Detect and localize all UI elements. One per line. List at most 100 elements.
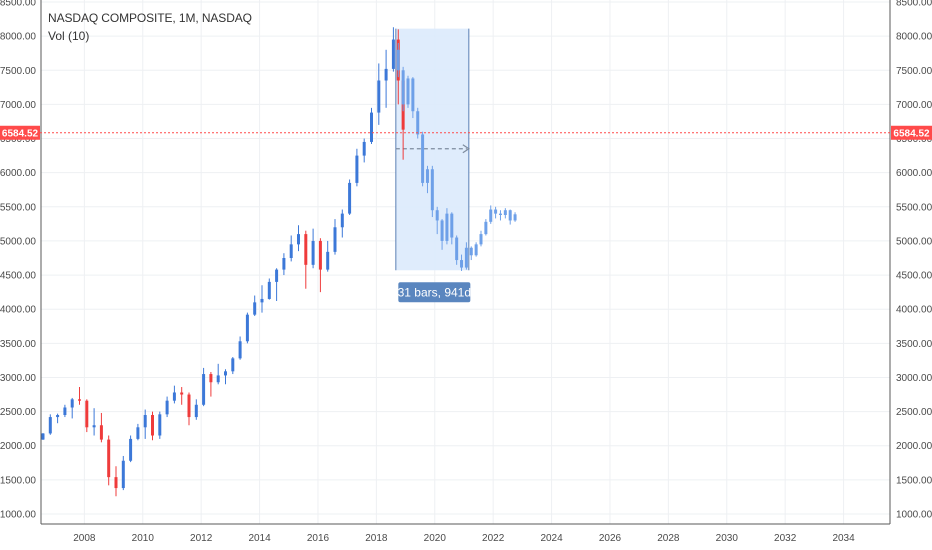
y-tick-label-right: 2000.00 [896,441,932,452]
price-candle [56,413,60,424]
projection-candle [464,242,468,270]
projection-candle [416,107,420,139]
price-candle [63,404,67,418]
price-candle [99,412,103,443]
projection-candle [474,242,478,257]
price-candle [70,397,74,419]
projection-candle [508,209,512,225]
price-candle [333,219,337,255]
y-tick-label-left: 4500.00 [0,271,36,282]
price-candle [165,396,169,418]
price-candle [260,285,264,313]
price-candle [202,367,206,407]
price-candle [362,138,366,163]
y-tick-label-left: 7500.00 [0,66,36,77]
price-candle [114,466,118,497]
y-tick-label-right: 6000.00 [896,168,932,179]
projection-candle [503,208,507,219]
price-candle [180,387,184,405]
price-candle [41,433,45,440]
projection-candle [396,42,400,78]
y-tick-label-left: 7000.00 [0,100,36,111]
price-candle [158,411,162,439]
x-tick-label: 2026 [599,533,622,544]
volume-indicator-label[interactable]: Vol (10) [48,29,90,43]
y-tick-label-left: 8500.00 [0,0,36,9]
y-tick-label-right: 7000.00 [896,100,932,111]
y-tick-label-left: 5000.00 [0,236,36,247]
projection-candle [450,212,454,245]
price-candle [384,49,388,108]
projection-candle [469,246,473,261]
y-tick-label-right: 3500.00 [896,339,932,350]
price-candle [253,295,257,317]
x-tick-label: 2012 [190,533,213,544]
y-tick-label-right: 4500.00 [896,271,932,282]
price-candle [187,392,191,426]
price-candle [143,409,147,439]
price-candle [107,435,111,486]
price-candle [121,455,125,491]
price-label-right: 6584.52 [893,128,930,139]
projection-candle [513,212,517,222]
projection-candle [479,230,483,247]
y-tick-label-right: 5500.00 [896,202,932,213]
y-tick-label-left: 1500.00 [0,475,36,486]
x-tick-label: 2020 [424,533,447,544]
y-tick-label-left: 1000.00 [0,510,36,521]
price-candle [224,369,227,385]
y-tick-label-right: 3000.00 [896,373,932,384]
projection-candle [494,206,498,219]
price-candle [391,27,395,72]
projection-candle [421,131,425,187]
price-label-left-bg [0,125,40,140]
y-tick-label-left: 8000.00 [0,32,36,43]
x-tick-label: 2030 [716,533,739,544]
projection-candle [489,205,493,224]
price-candle [289,235,293,262]
price-candle [209,372,213,397]
y-tick-label-right: 8000.00 [896,32,932,43]
price-label-right-bg [891,125,932,140]
projection-candle [498,210,502,221]
price-candle [340,209,344,238]
price-candle [370,107,373,144]
projection-candle [455,235,459,265]
y-tick-label-right: 2500.00 [896,407,932,418]
price-candle [151,411,154,441]
price-candle [304,230,308,289]
y-tick-label-left: 2500.00 [0,407,36,418]
price-candle [311,228,315,269]
y-tick-label-right: 4000.00 [896,305,932,316]
date-range-measure[interactable] [395,28,469,271]
x-tick-label: 2018 [365,533,388,544]
projection-candle [406,75,410,108]
measure-arrowhead [462,144,470,154]
price-candle [194,399,198,420]
price-candle [297,225,300,252]
price-candle [172,385,176,404]
price-candle [267,278,271,300]
x-tick-label: 2014 [248,533,271,544]
y-tick-label-right: 1500.00 [896,475,932,486]
projection-candle [401,66,405,112]
price-candle [348,179,352,215]
x-tick-label: 2010 [132,533,155,544]
projection-candle [440,219,444,250]
y-tick-label-right: 5000.00 [896,236,932,247]
price-candle [238,336,242,360]
price-candle [129,435,133,463]
price-candle [318,238,322,293]
y-tick-label-left: 4000.00 [0,305,36,316]
projection-candle [460,254,464,271]
y-tick-label-left: 5500.00 [0,202,36,213]
price-candle [216,363,220,385]
price-candle [231,356,235,375]
price-candle [275,268,279,302]
chart-legend: NASDAQ COMPOSITE, 1M, NASDAQ Vol (10) [48,9,252,45]
y-tick-label-right: 7500.00 [896,66,932,77]
y-tick-label-right: 1000.00 [896,510,932,521]
symbol-title[interactable]: NASDAQ COMPOSITE, 1M, NASDAQ [48,11,252,25]
